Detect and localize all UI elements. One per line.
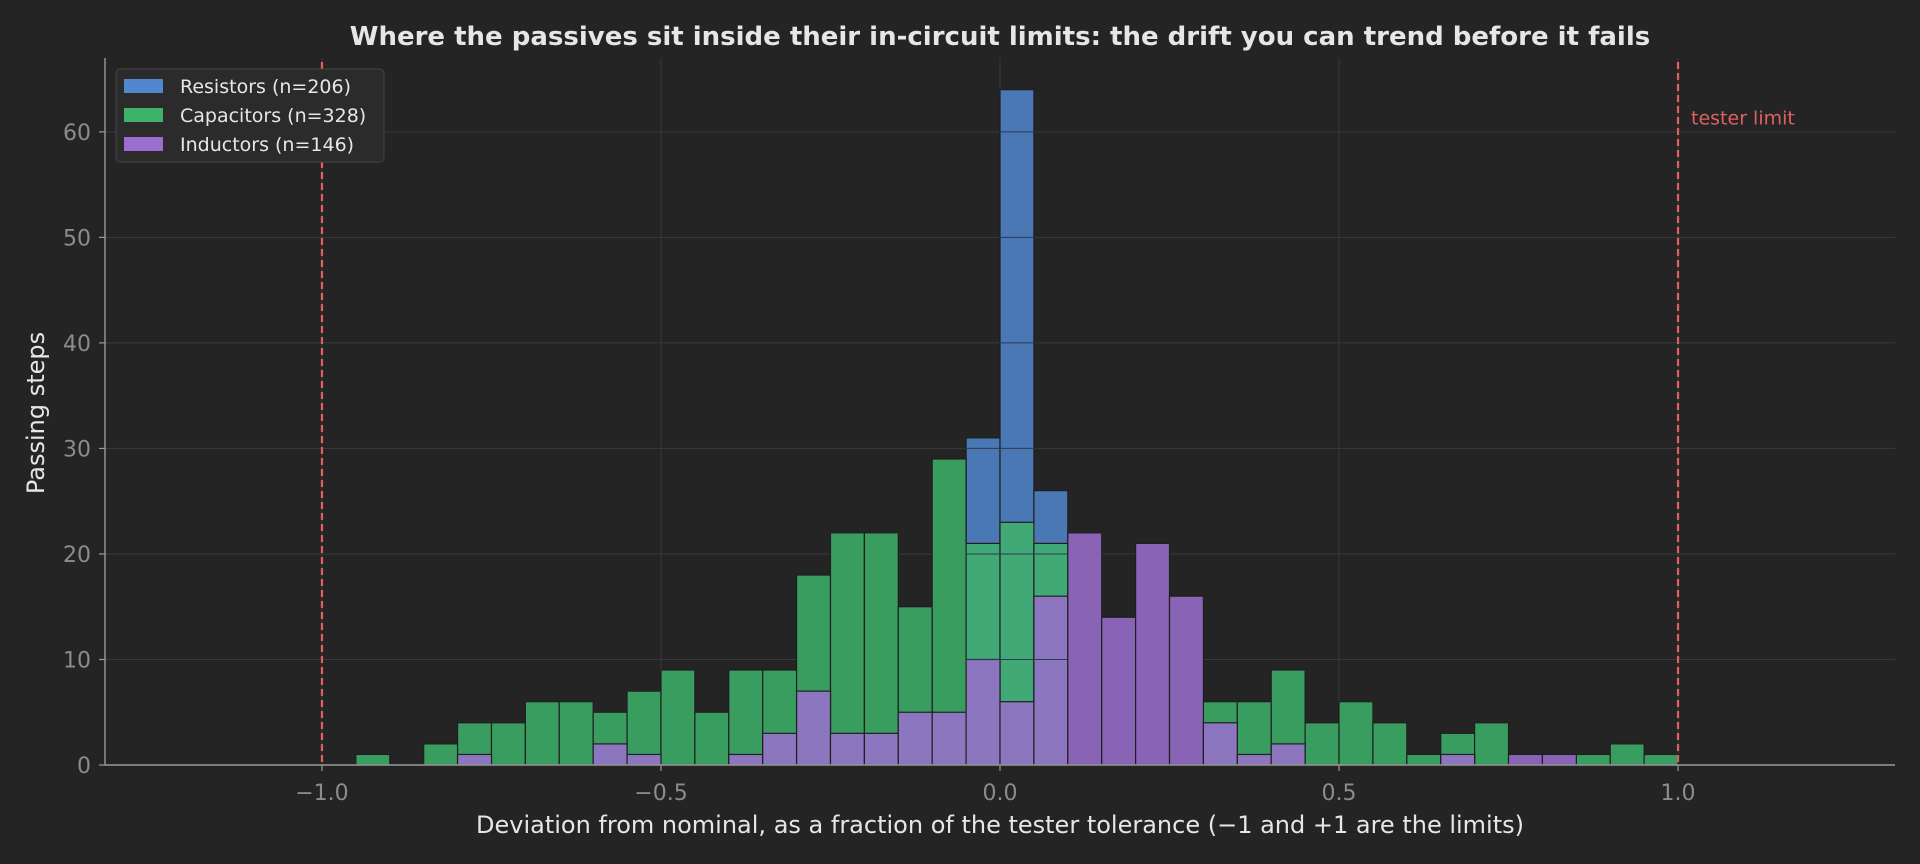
x-tick-label: −0.5 <box>634 781 687 806</box>
capacitors-bar-segment <box>694 712 729 765</box>
capacitors-bar-segment <box>864 532 899 765</box>
y-tick-label: 10 <box>63 648 91 673</box>
inductors-bar-segment <box>1203 722 1238 765</box>
inductors-bar-segment <box>1440 754 1475 765</box>
inductors-bar-segment <box>932 712 967 765</box>
capacitors-bar-segment <box>1576 754 1611 765</box>
inductors-bar-segment <box>457 754 492 765</box>
capacitors-bar-segment <box>491 722 526 765</box>
y-axis-ticks: 0 10 20 30 40 50 60 <box>63 121 105 779</box>
y-tick-label: 50 <box>63 226 91 251</box>
inductors-bar-segment <box>830 733 865 765</box>
capacitors-bar-segment <box>1406 754 1441 765</box>
capacitors-bar-segment <box>660 670 695 765</box>
y-axis-label: Passing steps <box>22 332 50 494</box>
inductors-bar-segment <box>728 754 763 765</box>
y-tick-label: 40 <box>63 332 91 357</box>
inductors-bar-segment <box>1508 754 1543 765</box>
capacitors-bar-segment <box>728 670 763 765</box>
inductors-bar-segment <box>1271 743 1306 765</box>
inductors-bar-segment <box>966 659 1000 765</box>
legend-swatch <box>124 79 163 93</box>
y-tick-label: 60 <box>63 121 91 146</box>
capacitors-bar-segment <box>830 532 865 765</box>
capacitors-bar-segment <box>627 691 661 765</box>
capacitors-bar-segment <box>1610 743 1645 765</box>
legend-swatch <box>124 108 163 122</box>
legend-label: Inductors (n=146) <box>180 134 354 156</box>
capacitors-bar-segment <box>1339 701 1373 765</box>
histogram-bars <box>355 89 1679 766</box>
capacitors-bar-segment <box>559 701 594 765</box>
inductors-bar-segment <box>1237 754 1272 765</box>
inductors-bar-segment <box>796 691 831 765</box>
y-tick-label: 0 <box>77 754 91 779</box>
inductors-bar-segment <box>762 733 797 765</box>
inductors-bar-segment <box>1169 596 1204 765</box>
chart-title: Where the passives sit inside their in-c… <box>350 22 1650 52</box>
inductors-bar-segment <box>1542 754 1577 765</box>
capacitors-bar-segment <box>1305 722 1340 765</box>
x-tick-label: 1.0 <box>1661 781 1696 806</box>
inductors-bar-segment <box>898 712 933 765</box>
y-tick-label: 30 <box>63 437 91 462</box>
inductors-bar-segment <box>593 743 628 765</box>
x-tick-label: 0.5 <box>1322 781 1357 806</box>
capacitors-bar-segment <box>1372 722 1407 765</box>
x-axis-label: Deviation from nominal, as a fraction of… <box>476 811 1524 839</box>
inductors-bar-segment <box>1067 532 1102 765</box>
inductors-bar-segment <box>864 733 899 765</box>
legend-label: Capacitors (n=328) <box>180 105 366 127</box>
inductors-bar-segment <box>1101 617 1136 765</box>
y-tick-label: 20 <box>63 543 91 568</box>
inductors-bar-segment <box>1135 543 1170 765</box>
legend: Resistors (n=206) Capacitors (n=328) Induc… <box>115 68 385 163</box>
tester-limit-label: tester limit <box>1691 107 1795 129</box>
capacitors-bar-segment <box>423 743 458 765</box>
capacitors-bar-segment <box>1474 722 1509 765</box>
limit-lines: tester limit <box>320 62 1795 765</box>
capacitors-bar-segment <box>355 754 390 765</box>
legend-box <box>115 68 385 163</box>
x-axis-ticks: −1.0 −0.5 0.0 0.5 1.0 <box>295 765 1696 806</box>
legend-swatch <box>124 137 163 151</box>
inductors-bar-segment <box>627 754 661 765</box>
capacitors-bar-segment <box>525 701 560 765</box>
inductors-bar-segment <box>1000 701 1034 765</box>
legend-label: Resistors (n=206) <box>180 76 351 98</box>
x-tick-label: 0.0 <box>983 781 1018 806</box>
x-tick-label: −1.0 <box>295 781 348 806</box>
inductors-bar-segment <box>1033 596 1068 765</box>
capacitors-bar-segment <box>1644 754 1679 765</box>
